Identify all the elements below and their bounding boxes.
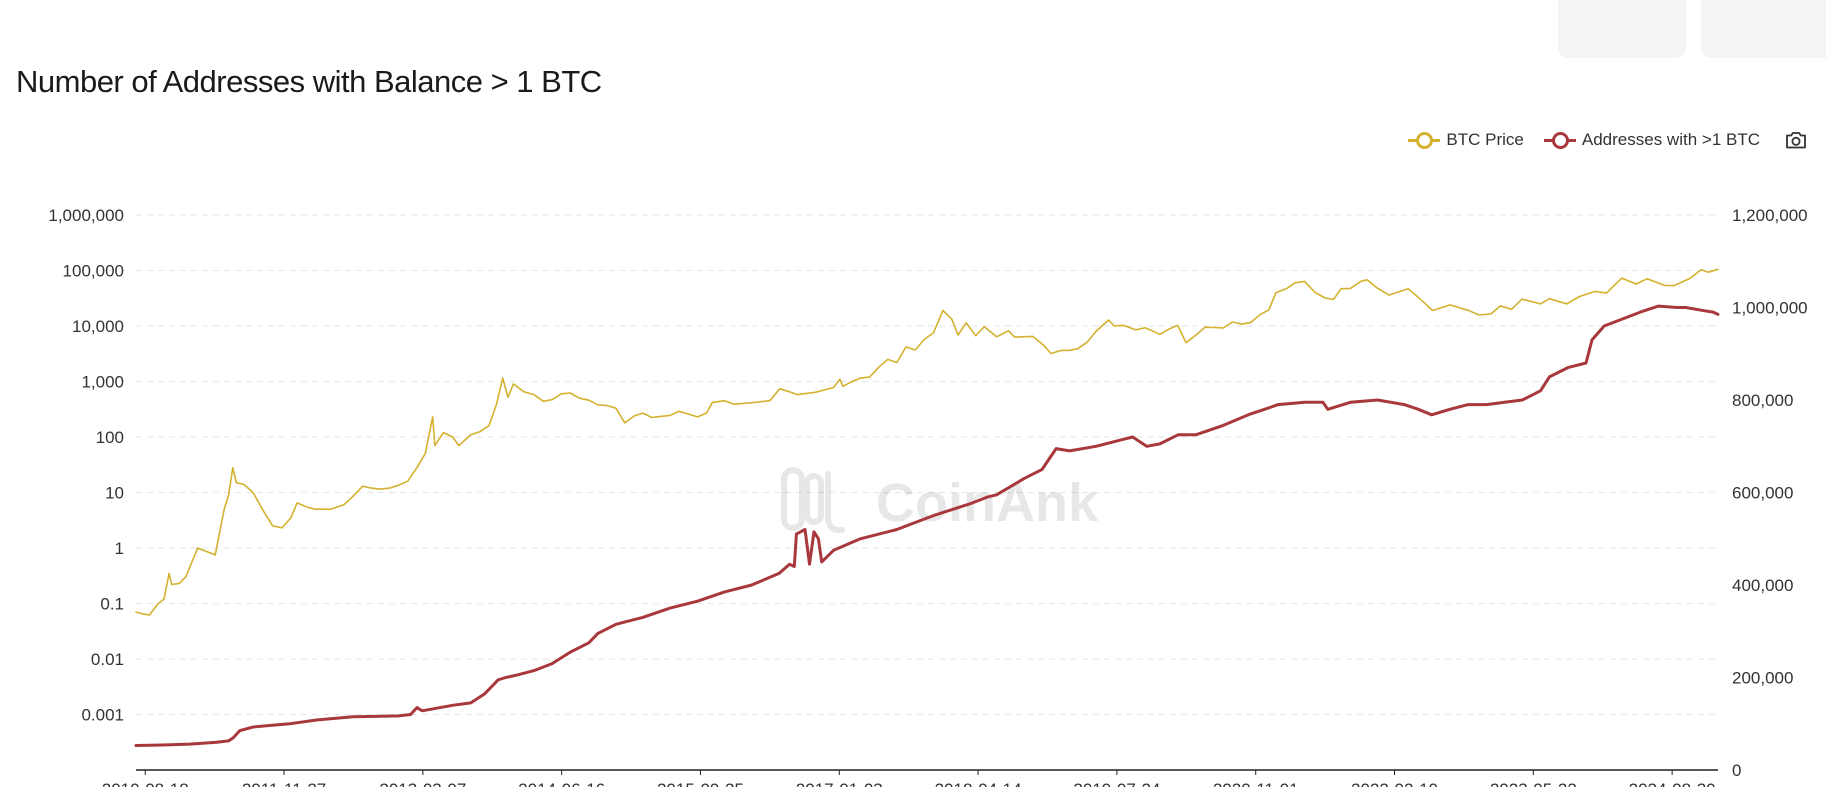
x-tick-label: 2022-02-10 — [1351, 780, 1438, 787]
x-tick-label: 2023-05-22 — [1490, 780, 1577, 787]
legend-label-addresses: Addresses with >1 BTC — [1581, 130, 1760, 149]
x-tick-label: 2011-11-27 — [242, 780, 326, 787]
legend-swatch-addresses — [1543, 131, 1576, 149]
y-left-tick-label: 1,000,000 — [48, 206, 124, 225]
y-right-tick-label: 800,000 — [1732, 391, 1793, 410]
x-tick-label: 2017-01-03 — [796, 780, 883, 787]
legend-item-btc-price[interactable]: BTC Price — [1408, 130, 1524, 150]
x-tick-label: 2014-06-16 — [518, 780, 605, 787]
series-line-addresses[interactable] — [134, 304, 1720, 747]
y-right-tick-label: 1,200,000 — [1732, 206, 1808, 225]
y-left-tick-label: 10 — [105, 484, 124, 503]
chart-series — [134, 268, 1720, 747]
y-right-tick-label: 1,000,000 — [1732, 299, 1808, 318]
y-left-tick-label: 1 — [115, 539, 124, 558]
chart-gridlines — [136, 214, 1718, 715]
y-left-tick-label: 0.1 — [100, 595, 124, 614]
y-left-tick-label: 0.001 — [81, 706, 124, 725]
legend-label-btc-price: BTC Price — [1446, 130, 1524, 149]
y-left-tick-label: 1,000 — [81, 373, 124, 392]
top-tab-placeholder-1[interactable] — [1558, 0, 1686, 58]
x-tick-label: 2015-09-25 — [657, 780, 744, 787]
x-tick-label: 2019-07-24 — [1073, 780, 1160, 787]
x-tick-label: 2018-04-14 — [935, 780, 1022, 787]
x-tick-label: 2013-03-07 — [379, 780, 466, 787]
y-left-tick-label: 10,000 — [72, 317, 124, 336]
y-right-tick-label: 200,000 — [1732, 669, 1793, 688]
x-tick-label: 2024-08-30 — [1629, 780, 1716, 787]
y-right-tick-label: 400,000 — [1732, 576, 1793, 595]
series-line-btc-price[interactable] — [135, 268, 1719, 616]
y-left-tick-label: 100 — [96, 428, 124, 447]
legend-item-addresses[interactable]: Addresses with >1 BTC — [1543, 130, 1760, 150]
chart-title: Number of Addresses with Balance > 1 BTC — [16, 64, 602, 99]
y-right-tick-label: 600,000 — [1732, 484, 1793, 503]
chart-axes: 0.001 0.01 0.1 1 10 100 1,000 10,000 100,000 1,00… — [48, 206, 1807, 787]
legend-swatch-btc-price — [1408, 131, 1441, 149]
coinank-watermark: CoinAnk — [781, 467, 1099, 534]
y-left-tick-label: 0.01 — [91, 650, 124, 669]
camera-icon[interactable] — [1784, 128, 1808, 152]
x-tick-label: 2010-08-18 — [102, 780, 189, 787]
chart-legend: BTC Price Addresses with >1 BTC — [1388, 128, 1808, 152]
top-tab-placeholder-2[interactable] — [1701, 0, 1826, 58]
x-tick-label: 2020-11-01 — [1213, 780, 1299, 787]
y-right-tick-label: 0 — [1732, 761, 1741, 780]
y-left-tick-label: 100,000 — [63, 262, 124, 281]
